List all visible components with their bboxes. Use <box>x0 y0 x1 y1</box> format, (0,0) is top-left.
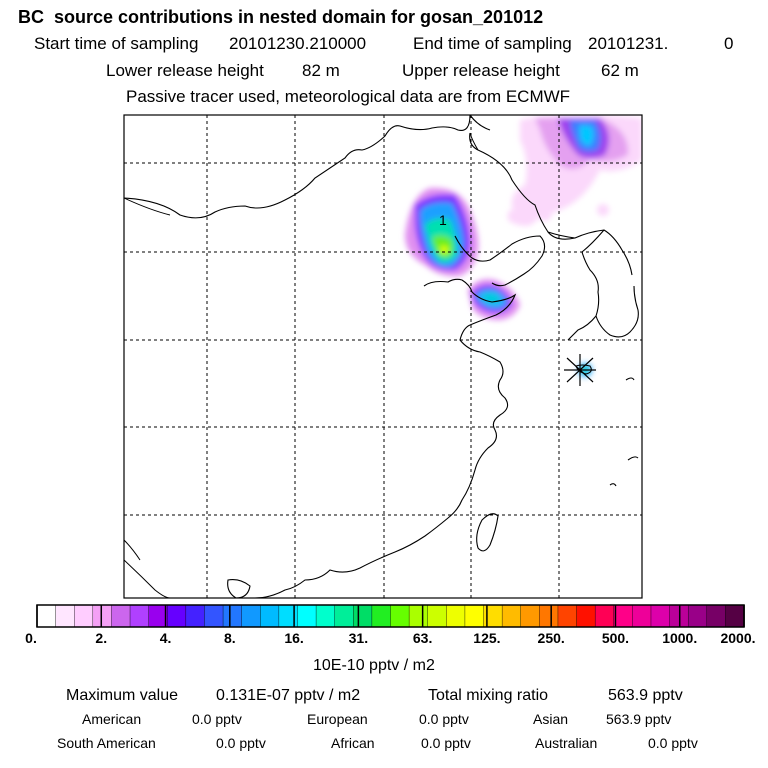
coastlines <box>124 115 639 598</box>
total-mixing-value: 563.9 pptv <box>608 687 683 704</box>
upper-height-label: Upper release height <box>402 61 560 80</box>
total-mixing-label: Total mixing ratio <box>428 687 549 704</box>
upper-height-value: 62 m <box>601 61 639 80</box>
map-frame <box>123 114 643 599</box>
region-value-european: 0.0 pptv <box>419 711 469 727</box>
plume-shandong <box>468 279 520 320</box>
region-value-american: 0.0 pptv <box>192 711 242 727</box>
country-borders <box>124 132 576 598</box>
star-icon <box>564 354 596 386</box>
region-name-australian: Australian <box>535 735 598 751</box>
region-name-south-american: South American <box>57 735 156 751</box>
region-name-american: American <box>82 711 142 727</box>
region-name-african: African <box>331 735 375 751</box>
colorbar-tick-label: 2000. <box>720 630 756 646</box>
region-value-south-american: 0.0 pptv <box>216 735 266 751</box>
colorbar-tick-label: 16. <box>284 630 304 646</box>
colorbar-tick-label: 125. <box>473 630 501 646</box>
tracer-note: Passive tracer used, meteorological data… <box>126 87 571 106</box>
colorbar-tick-label: 250. <box>537 630 565 646</box>
region-value-australian: 0.0 pptv <box>648 735 698 751</box>
region-value-asian: 563.9 pptv <box>606 711 672 727</box>
region-name-european: European <box>307 711 368 727</box>
plume-northeast <box>511 115 642 219</box>
max-value: 0.131E-07 pptv / m2 <box>216 687 361 704</box>
colorbar-unit: 10E-10 pptv / m2 <box>313 657 435 674</box>
colorbar-tick-label: 4. <box>159 630 172 646</box>
colorbar-tick-label: 31. <box>348 630 369 646</box>
lower-height-label: Lower release height <box>106 61 264 80</box>
start-time-label: Start time of sampling <box>34 34 199 53</box>
end-time-value: 20101231. <box>588 34 669 53</box>
plot-title: BC source contributions in nested domain… <box>18 7 544 27</box>
colorbar-tick-label: 2. <box>95 630 108 646</box>
end-time-suffix: 0 <box>724 34 734 53</box>
colorbar-tick-label: 63. <box>412 630 433 646</box>
colorbar-tick-label: 500. <box>601 630 630 646</box>
contour-label: 1 <box>439 212 447 228</box>
start-time-value: 20101230.210000 <box>229 34 367 53</box>
lat-lon-grid <box>124 115 642 598</box>
colorbar-tick-label: 1000. <box>662 630 698 646</box>
region-name-asian: Asian <box>533 711 569 727</box>
region-value-african: 0.0 pptv <box>421 735 471 751</box>
max-value-label: Maximum value <box>66 687 179 704</box>
colorbar-tick-label: 0. <box>25 630 37 646</box>
end-time-label: End time of sampling <box>413 34 572 53</box>
plume-north-china <box>405 187 479 277</box>
colorbar-tick-label: 8. <box>223 630 236 646</box>
lower-height-value: 82 m <box>302 61 340 80</box>
